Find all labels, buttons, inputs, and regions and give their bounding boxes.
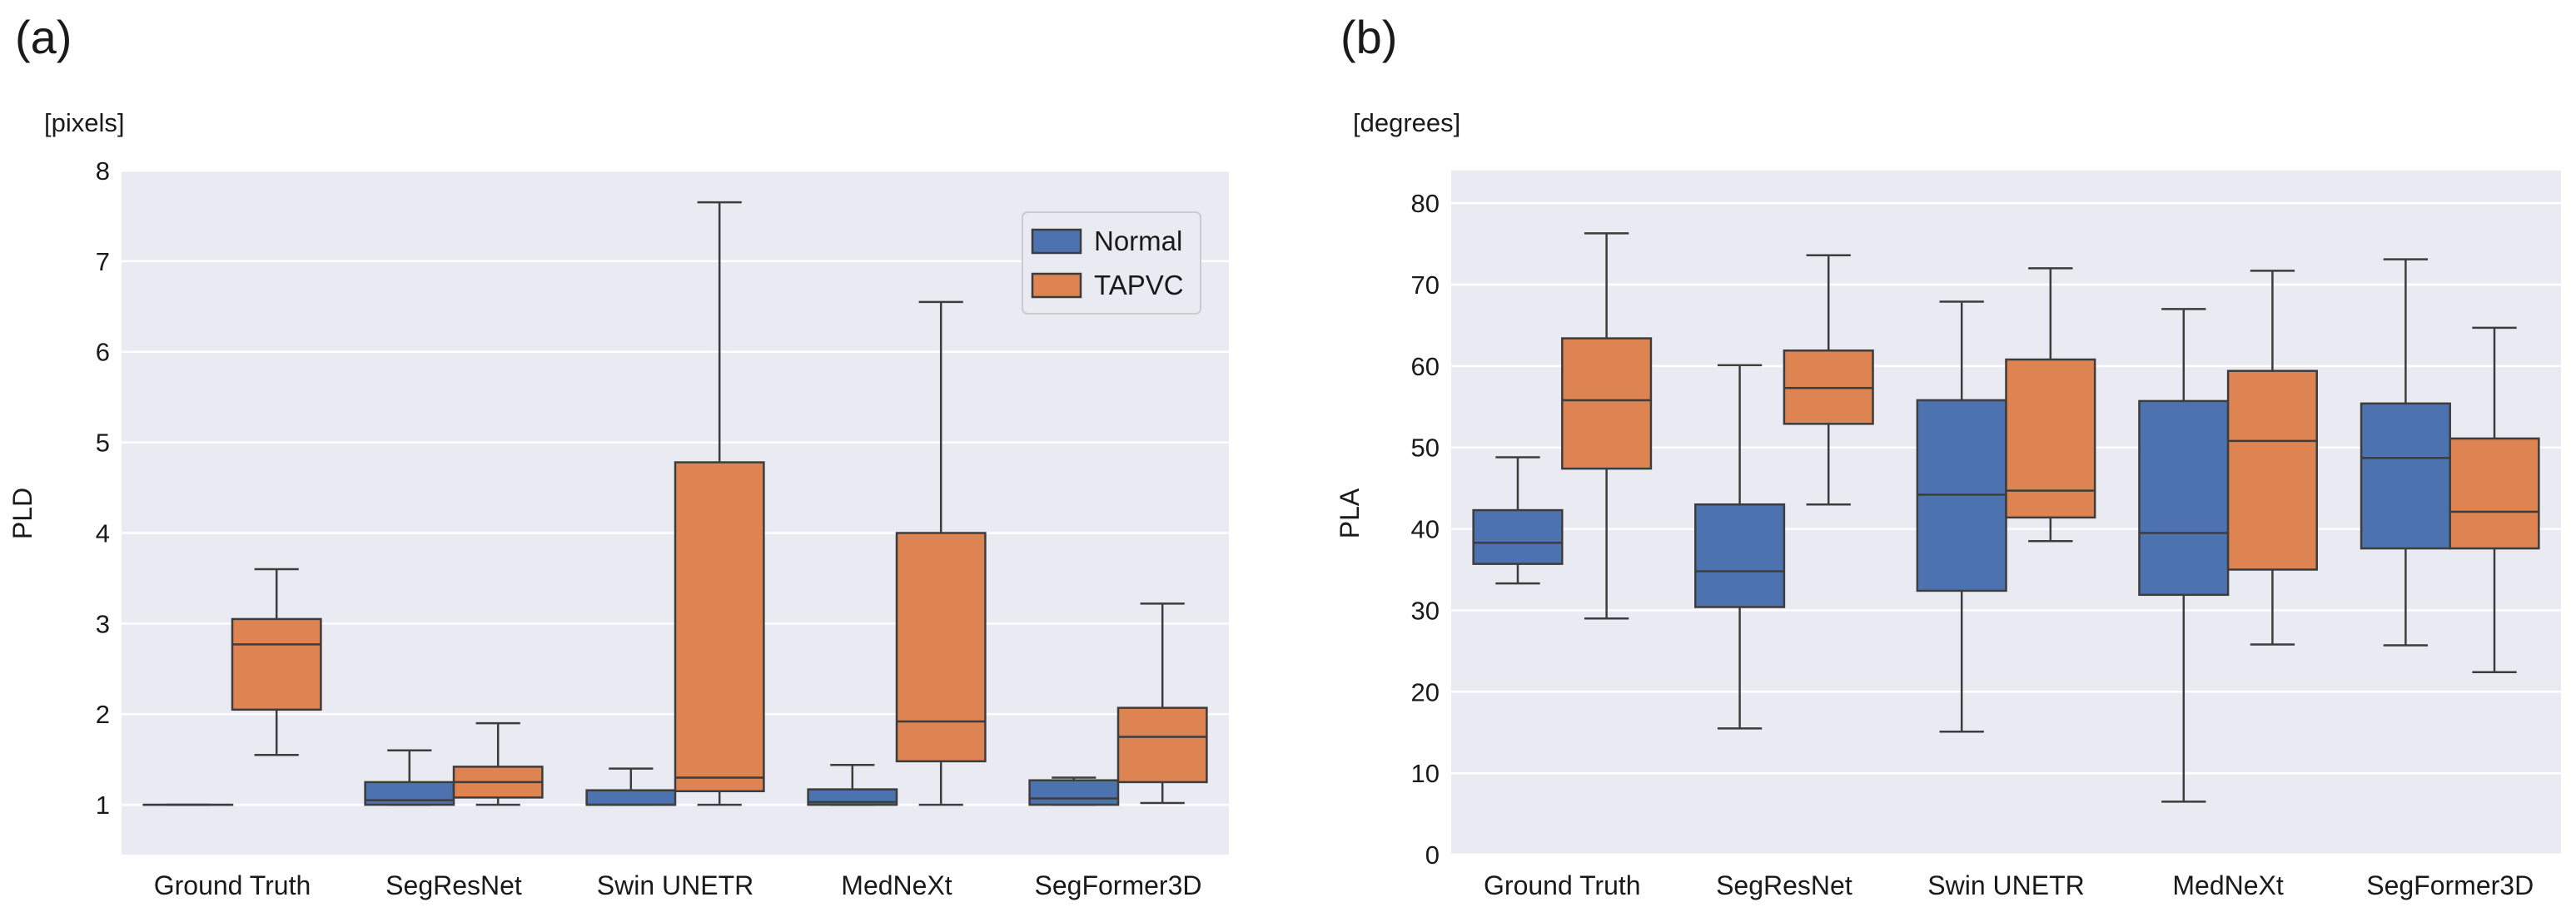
x-tick-label-swin-unetr: Swin UNETR [597, 870, 753, 900]
box-tapvc-segresnet [1783, 254, 1874, 506]
x-tick-label-segformer3d: SegFormer3D [1035, 870, 1202, 900]
box-normal-swin-unetr [1916, 300, 2007, 733]
y-tick-label: 70 [1411, 270, 1440, 300]
box-tapvc-ground-truth [231, 568, 322, 756]
box-tapvc-ground-truth [1561, 232, 1653, 620]
y-tick-label: 20 [1411, 677, 1440, 706]
box-tapvc-swin-unetr [674, 201, 765, 806]
y-tick-label: 30 [1411, 596, 1440, 625]
box-normal-segresnet [364, 749, 455, 806]
panel-b: (b) [degrees] PLA 0 10 20 30 40 50 60 70 80 Grou… [1335, 11, 2561, 900]
box-body [1028, 779, 1120, 806]
box-body [1561, 337, 1653, 470]
x-tick-label-segformer3d: SegFormer3D [2366, 870, 2534, 900]
legend-swatch-tapvc [1031, 272, 1082, 299]
box-tapvc-segformer3d [2449, 326, 2540, 674]
box-tapvc-mednext [895, 300, 987, 806]
y-tick-label: 80 [1411, 189, 1440, 218]
box-tapvc-segformer3d [1116, 602, 1208, 805]
panel-a-x-ticks: Ground Truth SegResNet Swin UNETR MedNeXt Se… [154, 870, 1202, 900]
y-tick-label: 3 [96, 609, 110, 638]
y-tick-label: 2 [96, 700, 110, 729]
y-tick-label: 50 [1411, 434, 1440, 463]
x-tick-label-ground-truth: Ground Truth [1484, 870, 1641, 900]
panel-b-y-ticks: 0 10 20 30 40 50 60 70 80 [1411, 189, 1440, 870]
box-body [231, 617, 322, 711]
box-body [674, 461, 765, 793]
box-body [1472, 508, 1564, 565]
legend-label-normal: Normal [1094, 226, 1182, 256]
y-tick-label: 8 [96, 156, 110, 186]
y-tick-label: 0 [1425, 840, 1440, 870]
box-body [364, 781, 455, 806]
y-tick-label: 4 [96, 518, 110, 548]
panel-a: (a) [pixels] PLD 1 2 3 4 5 6 7 8 Ground Truth Se… [7, 11, 1229, 900]
panel-a-unit-label: [pixels] [44, 108, 124, 137]
legend-swatch-normal [1031, 228, 1082, 255]
box-normal-ground-truth [1472, 456, 1564, 585]
box-body [895, 532, 987, 763]
box-normal-swin-unetr [585, 767, 677, 806]
box-body [807, 788, 898, 806]
panel-b-boxes [1472, 232, 2540, 803]
box-body [2005, 358, 2096, 519]
x-tick-label-segresnet: SegResNet [385, 870, 522, 900]
box-body [2138, 399, 2230, 597]
box-normal-segformer3d [1028, 776, 1120, 806]
y-tick-label: 5 [96, 429, 110, 458]
box-tapvc-swin-unetr [2005, 267, 2096, 543]
box-body [585, 789, 677, 806]
y-tick-label: 60 [1411, 352, 1440, 381]
panel-b-unit-label: [degrees] [1353, 108, 1460, 137]
y-tick-label: 7 [96, 247, 110, 276]
panel-a-label: (a) [15, 11, 72, 63]
box-normal-segformer3d [2360, 258, 2451, 647]
box-body [1116, 706, 1208, 784]
legend: Normal TAPVC [1022, 211, 1201, 315]
x-tick-label-ground-truth: Ground Truth [154, 870, 311, 900]
box-normal-mednext [807, 763, 898, 806]
x-tick-label-mednext: MedNeXt [2172, 870, 2284, 900]
y-tick-label: 6 [96, 338, 110, 367]
box-body [1694, 503, 1786, 608]
panel-b-y-axis-title: PLA [1335, 488, 1365, 538]
box-body [2226, 369, 2318, 571]
box-normal-segresnet [1694, 364, 1786, 730]
x-tick-label-mednext: MedNeXt [841, 870, 952, 900]
box-tapvc-segresnet [452, 721, 544, 806]
panel-a-boxes [142, 201, 1208, 806]
panel-a-y-ticks: 1 2 3 4 5 6 7 8 [96, 156, 110, 820]
box-body [2360, 402, 2451, 550]
panel-a-y-axis-title: PLD [7, 488, 37, 539]
y-tick-label: 1 [96, 791, 110, 820]
y-tick-label: 10 [1411, 759, 1440, 788]
x-tick-label-segresnet: SegResNet [1716, 870, 1852, 900]
box-tapvc-mednext [2226, 270, 2318, 646]
panel-b-label: (b) [1340, 11, 1397, 63]
panel-b-x-ticks: Ground Truth SegResNet Swin UNETR MedNeXt Se… [1484, 870, 2534, 900]
legend-label-tapvc: TAPVC [1094, 270, 1184, 300]
x-tick-label-swin-unetr: Swin UNETR [1927, 870, 2084, 900]
y-tick-label: 40 [1411, 515, 1440, 544]
box-body [2449, 437, 2540, 550]
